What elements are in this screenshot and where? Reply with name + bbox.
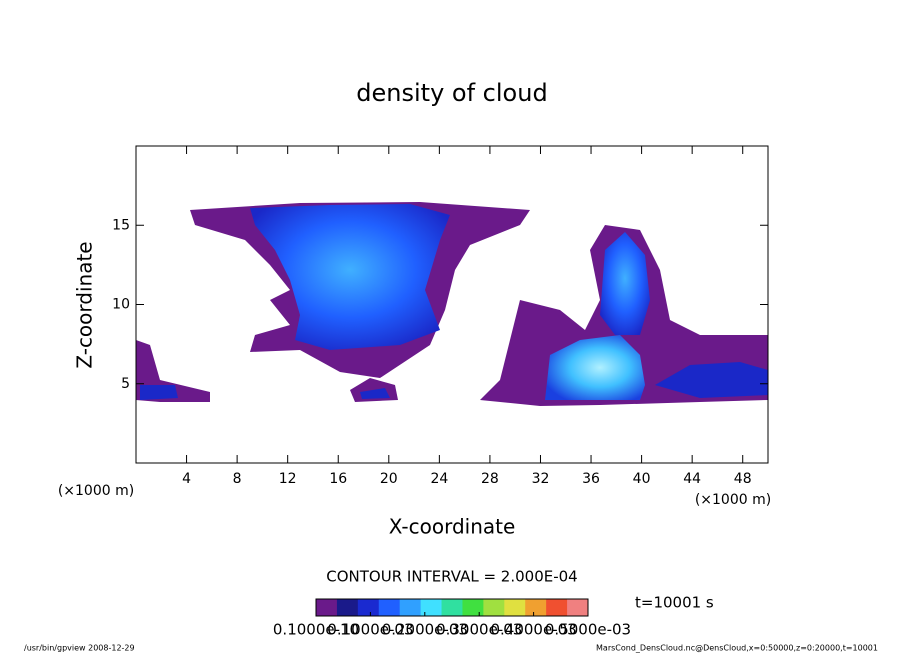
colorbar-swatch [378,599,401,616]
y-tick-label: 10 [112,297,130,313]
colorbar-tick-label: 0.1000e-03 [327,621,413,639]
colorbar-swatch [462,599,484,616]
chart-title: density of cloud [356,79,547,107]
x-axis-label: X-coordinate [389,515,516,539]
colorbar-tick-label: 0.5000e-03 [545,621,631,639]
time-label: t=10001 s [635,594,714,612]
colorbar-swatch [546,599,568,616]
colorbar-swatch [504,599,526,616]
contour-interval: CONTOUR INTERVAL = 2.000E-04 [326,568,577,586]
x-tick-label: 48 [734,471,752,487]
y-unit: (×1000 m) [58,483,134,499]
y-tick-label: 5 [121,376,130,392]
x-tick-label: 44 [683,471,701,487]
x-tick-label: 32 [532,471,550,487]
x-tick-label: 28 [481,471,499,487]
y-tick-label: 15 [112,217,130,233]
y-axis-label: Z-coordinate [73,241,97,368]
colorbar-swatch [567,599,589,616]
x-tick-label: 16 [329,471,347,487]
x-tick-label: 36 [582,471,600,487]
x-tick-label: 12 [279,471,297,487]
colorbar-swatch [357,599,380,616]
colorbar-swatch [336,599,359,616]
x-tick-label: 8 [233,471,242,487]
x-tick-label: 40 [633,471,651,487]
x-tick-label: 20 [380,471,398,487]
colorbar-swatch [441,599,463,616]
footer-left: /usr/bin/gpview 2008-12-29 [24,644,135,653]
colorbar-swatch [420,599,443,616]
colorbar-swatch [399,599,422,616]
colorbar-tick-label: 0.4000e-03 [490,621,576,639]
colorbar-tick-label: 0.1000e-10 [273,621,359,639]
x-tick-label: 4 [182,471,191,487]
cloud-field [136,202,768,406]
x-unit: (×1000 m) [695,492,771,508]
plot-frame [135,145,769,464]
colorbar-frame [315,598,589,617]
colorbar-swatch [316,599,338,616]
colorbar-swatch [483,599,505,616]
colorbar-swatch [525,599,547,616]
footer-right: MarsCond_DensCloud.nc@DensCloud,x=0:5000… [596,644,878,653]
colorbar-tick-label: 0.2000e-03 [382,621,468,639]
colorbar-tick-label: 0.3000e-03 [436,621,522,639]
x-tick-label: 24 [430,471,448,487]
